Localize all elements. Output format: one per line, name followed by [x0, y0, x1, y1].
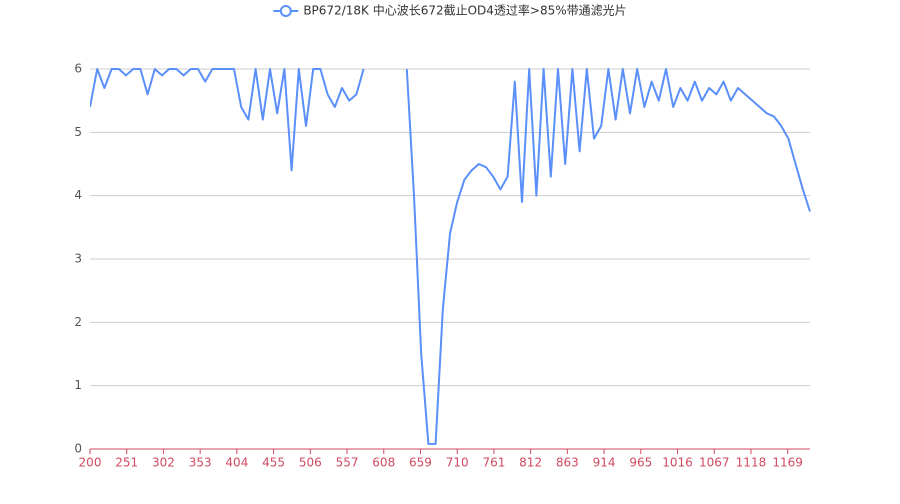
x-tick-label: 761 [482, 456, 505, 470]
x-tick-label: 812 [519, 456, 542, 470]
x-tick-label: 557 [336, 456, 359, 470]
x-tick-label: 1067 [699, 456, 730, 470]
x-tick-label: 1169 [772, 456, 803, 470]
y-tick-label: 6 [74, 62, 82, 76]
x-tick-label: 608 [372, 456, 395, 470]
y-tick-label: 0 [74, 442, 82, 456]
series-line [90, 68, 811, 445]
x-tick-label: 506 [299, 456, 322, 470]
x-tick-label: 965 [629, 456, 652, 470]
x-tick-label: 302 [152, 456, 175, 470]
x-tick-label: 251 [115, 456, 138, 470]
x-tick-label: 404 [225, 456, 248, 470]
y-tick-label: 2 [74, 315, 82, 329]
y-tick-label: 1 [74, 378, 82, 392]
y-tick-label: 4 [74, 188, 82, 202]
x-tick-label: 1118 [736, 456, 767, 470]
legend-symbol [279, 5, 292, 17]
x-tick-label: 353 [189, 456, 212, 470]
legend: BP672/18K 中心波长672截止OD4透过率>85%带通滤光片 [273, 3, 627, 18]
x-tick-label: 455 [262, 456, 285, 470]
y-tick-label: 3 [74, 252, 82, 266]
y-tick-label: 5 [74, 125, 82, 139]
legend-label: BP672/18K 中心波长672截止OD4透过率>85%带通滤光片 [303, 3, 626, 18]
x-tick-label: 1016 [662, 456, 693, 470]
x-tick-label: 914 [593, 456, 616, 470]
x-tick-label: 710 [446, 456, 469, 470]
x-tick-label: 200 [79, 456, 102, 470]
x-tick-label: 659 [409, 456, 432, 470]
x-tick-label: 863 [556, 456, 579, 470]
